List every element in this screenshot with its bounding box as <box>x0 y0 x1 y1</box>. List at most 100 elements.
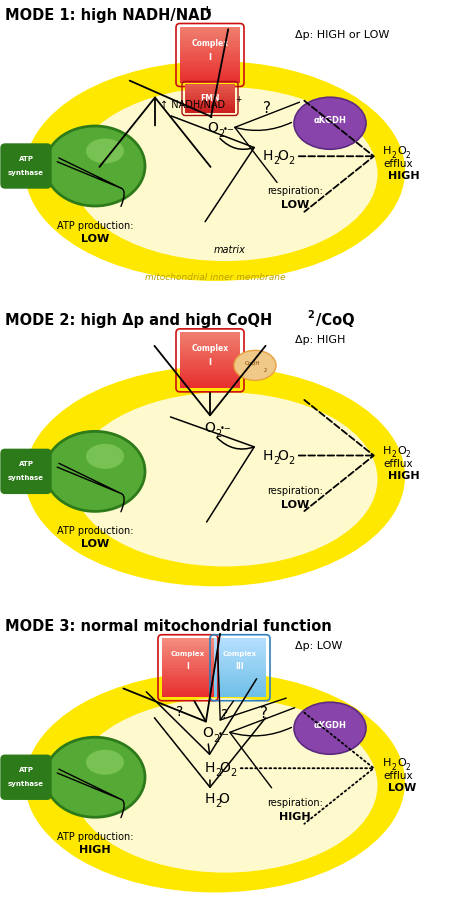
Text: LOW: LOW <box>281 200 309 210</box>
Text: respiration:: respiration: <box>267 798 323 808</box>
Ellipse shape <box>73 87 377 261</box>
Bar <box>214 681 266 685</box>
Text: O: O <box>202 726 213 740</box>
Text: 2: 2 <box>392 150 397 160</box>
Text: respiration:: respiration: <box>267 485 323 495</box>
Text: Δp: HIGH or LOW: Δp: HIGH or LOW <box>295 30 389 40</box>
Bar <box>162 679 214 682</box>
Bar <box>162 661 214 665</box>
Text: H: H <box>205 761 215 775</box>
Text: HIGH: HIGH <box>388 470 419 481</box>
Text: 2: 2 <box>406 450 411 459</box>
Text: respiration:: respiration: <box>267 186 323 196</box>
Bar <box>180 368 240 371</box>
Bar <box>214 641 266 645</box>
Text: LOW: LOW <box>81 234 109 244</box>
Bar <box>180 49 240 52</box>
Bar <box>162 664 214 668</box>
Bar <box>162 673 214 677</box>
Text: H: H <box>205 792 215 806</box>
Text: O: O <box>278 149 289 163</box>
Bar <box>185 109 235 113</box>
Text: ATP: ATP <box>18 156 34 162</box>
Text: Δp: LOW: Δp: LOW <box>295 641 342 651</box>
Ellipse shape <box>86 750 124 775</box>
Bar <box>180 335 240 338</box>
Bar <box>180 51 240 55</box>
Bar <box>180 359 240 363</box>
Text: mitochondrial inner membrane: mitochondrial inner membrane <box>145 273 285 282</box>
Bar <box>180 370 240 374</box>
Text: Δp: HIGH: Δp: HIGH <box>295 336 346 346</box>
Bar <box>162 685 214 688</box>
Bar <box>162 676 214 679</box>
Text: H: H <box>383 146 392 156</box>
Bar <box>185 106 235 110</box>
Bar <box>180 373 240 377</box>
Text: MODE 1: high NADH/NAD: MODE 1: high NADH/NAD <box>5 8 211 23</box>
Text: +: + <box>235 94 241 104</box>
Text: 2: 2 <box>406 150 411 160</box>
Bar <box>180 38 240 41</box>
Text: ?: ? <box>260 706 268 721</box>
Bar <box>180 54 240 58</box>
Ellipse shape <box>294 702 366 755</box>
Ellipse shape <box>45 431 145 512</box>
Text: •−: •− <box>220 424 232 433</box>
Ellipse shape <box>86 138 124 163</box>
Ellipse shape <box>25 61 405 281</box>
Bar <box>162 668 214 670</box>
Bar <box>180 362 240 366</box>
Bar <box>180 29 240 33</box>
Text: MODE 3: normal mitochondrial function: MODE 3: normal mitochondrial function <box>5 619 332 634</box>
Text: synthase: synthase <box>8 781 44 787</box>
Text: 2: 2 <box>288 156 294 166</box>
Text: Complex: Complex <box>171 651 205 657</box>
Bar <box>180 384 240 388</box>
Text: I: I <box>209 358 211 367</box>
Text: •−: •− <box>218 730 230 739</box>
Bar <box>214 650 266 653</box>
Ellipse shape <box>25 367 405 586</box>
Bar <box>185 98 235 101</box>
Text: synthase: synthase <box>8 170 44 176</box>
Text: H: H <box>383 446 392 456</box>
Bar <box>180 73 240 77</box>
Bar <box>180 57 240 61</box>
Bar <box>162 691 214 694</box>
Bar <box>180 346 240 349</box>
Bar <box>180 357 240 360</box>
Text: H: H <box>383 758 392 768</box>
Ellipse shape <box>45 737 145 817</box>
Bar <box>180 381 240 385</box>
Text: Complex: Complex <box>223 651 257 657</box>
Text: ATP production:: ATP production: <box>57 526 133 536</box>
Text: +: + <box>203 5 212 15</box>
Bar <box>180 343 240 347</box>
Bar <box>214 656 266 659</box>
Bar <box>214 688 266 691</box>
Text: 2: 2 <box>288 456 294 466</box>
Bar <box>214 658 266 662</box>
Bar <box>185 90 235 93</box>
Text: ↑ NADH/NAD: ↑ NADH/NAD <box>160 100 225 110</box>
Bar <box>214 646 266 650</box>
Bar <box>180 46 240 50</box>
Bar <box>214 644 266 647</box>
Bar <box>162 653 214 657</box>
FancyBboxPatch shape <box>1 144 51 188</box>
Text: FMN: FMN <box>200 94 220 103</box>
Bar <box>185 93 235 95</box>
Ellipse shape <box>234 350 276 381</box>
Text: H: H <box>263 149 273 163</box>
Bar <box>162 641 214 645</box>
Text: efflux: efflux <box>383 160 413 170</box>
Text: 2: 2 <box>273 156 279 166</box>
Text: 2: 2 <box>218 129 224 139</box>
FancyBboxPatch shape <box>1 449 51 493</box>
Bar <box>180 68 240 72</box>
Text: I: I <box>209 52 211 61</box>
Text: O: O <box>278 448 289 462</box>
Text: LOW: LOW <box>281 500 309 510</box>
Text: αKGDH: αKGDH <box>314 721 346 730</box>
